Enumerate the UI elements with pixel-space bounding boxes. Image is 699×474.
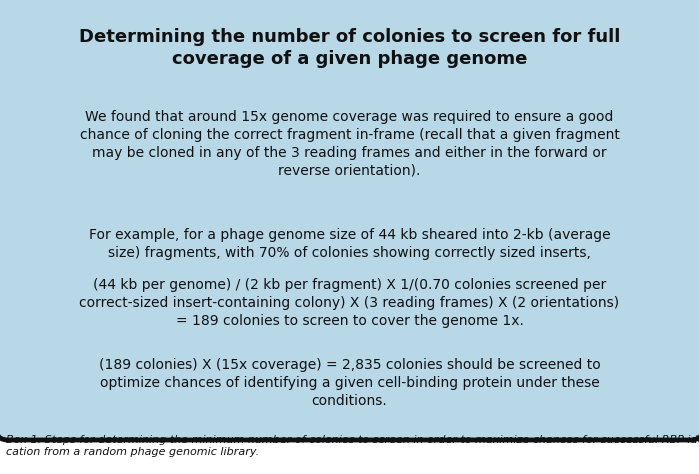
Text: (44 kb per genome) / (2 kb per fragment) X 1/(0.70 colonies screened per
correct: (44 kb per genome) / (2 kb per fragment)… xyxy=(80,278,619,328)
Text: (189 colonies) X (15x coverage) = 2,835 colonies should be screened to
optimize : (189 colonies) X (15x coverage) = 2,835 … xyxy=(99,358,600,408)
Text: We found that around 15x genome coverage was required to ensure a good
chance of: We found that around 15x genome coverage… xyxy=(80,110,619,178)
Text: Determining the number of colonies to screen for full
coverage of a given phage : Determining the number of colonies to sc… xyxy=(79,28,620,68)
FancyBboxPatch shape xyxy=(0,0,699,440)
Text: For example, for a phage genome size of 44 kb sheared into 2-kb (average
size) f: For example, for a phage genome size of … xyxy=(89,228,610,260)
Text: Box 1. Steps for determining the minimum number of colonies to screen in order t: Box 1. Steps for determining the minimum… xyxy=(6,435,699,457)
